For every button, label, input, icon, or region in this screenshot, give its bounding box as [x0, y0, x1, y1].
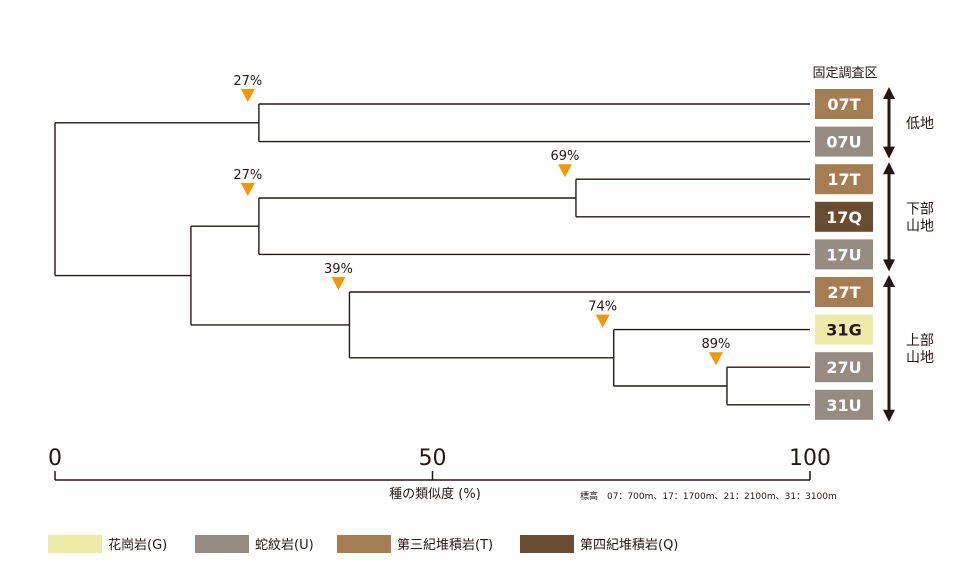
- similarity-axis: 0 50 100: [48, 446, 831, 481]
- zone-label: 上部: [906, 333, 934, 349]
- zone-label: 低地: [906, 116, 934, 132]
- leaf-box: [815, 89, 873, 119]
- leaf-label: 17T: [827, 170, 860, 189]
- zone-arrow-head-up: [883, 87, 895, 99]
- similarity-label: 27%: [233, 74, 262, 89]
- leaf-07t: 07T: [815, 89, 873, 119]
- leaf-27u: 27U: [815, 352, 873, 383]
- leaf-box: [815, 352, 873, 383]
- legend-item: 花崗岩(G): [48, 535, 167, 553]
- similarity-label: 39%: [324, 262, 353, 277]
- leaf-box: [815, 389, 873, 420]
- legend-swatch: [337, 535, 391, 553]
- similarity-marker: [331, 277, 346, 290]
- zone-arrow-head-up: [883, 162, 895, 175]
- zone-label: 下部: [906, 201, 934, 217]
- altitude-note: 標高 07：700m、17：1700m、21：2100m、31：3100m: [580, 490, 837, 502]
- leaf-label: 31U: [826, 396, 861, 415]
- leaf-box: [815, 126, 873, 157]
- leaf-label: 17Q: [826, 208, 862, 227]
- leaf-labels: 07T 07U 17T 17Q 17U 27T 31G 27U 31U: [815, 89, 873, 420]
- zone-arrow-head-down: [883, 146, 895, 159]
- similarity-markers: 89% 74% 39% 69% 27% 27%: [233, 74, 730, 366]
- legend-item: 第四紀堆積岩(Q): [520, 535, 678, 553]
- legend-swatch: [520, 535, 574, 553]
- similarity-marker: [708, 352, 723, 366]
- similarity-label: 69%: [550, 149, 579, 164]
- zone-label: 山地: [906, 218, 934, 234]
- leaf-label: 07U: [826, 133, 861, 152]
- zone-label: 山地: [906, 350, 934, 366]
- legend-label: 蛇紋岩(U): [255, 538, 314, 553]
- legend-label: 花崗岩(G): [108, 537, 167, 553]
- zone-arrow-head-down: [883, 409, 895, 422]
- leaf-label: 31G: [826, 321, 861, 340]
- axis-tick-label: 100: [789, 446, 831, 471]
- leaf-label: 07T: [827, 95, 860, 114]
- leaf-box: [815, 164, 873, 195]
- axis-label: 種の類似度 (%): [389, 486, 481, 502]
- similarity-marker: [240, 183, 255, 196]
- legend-swatch: [48, 535, 102, 553]
- legend-label: 第三紀堆積岩(T): [397, 538, 493, 553]
- legend: 花崗岩(G) 蛇紋岩(U) 第三紀堆積岩(T) 第四紀堆積岩(Q): [48, 535, 678, 553]
- leaf-17u: 17U: [815, 239, 873, 270]
- leaf-31g: 31G: [815, 314, 873, 345]
- similarity-marker: [595, 314, 610, 328]
- zone-arrow-head-up: [883, 275, 895, 287]
- leaf-31u: 31U: [815, 389, 873, 420]
- legend-label: 第四紀堆積岩(Q): [580, 538, 678, 553]
- leaf-label: 27U: [826, 358, 861, 377]
- leaf-27t: 27T: [815, 277, 873, 307]
- leaf-17t: 17T: [815, 164, 873, 195]
- leaf-box: [815, 239, 873, 270]
- leaf-17q: 17Q: [815, 201, 873, 232]
- plot-group-title: 固定調査区: [812, 66, 877, 81]
- zone-arrow-head-down: [883, 259, 895, 272]
- similarity-marker: [240, 89, 255, 102]
- leaf-07u: 07U: [815, 126, 873, 157]
- leaf-label: 17U: [826, 245, 861, 264]
- leaf-label: 27T: [827, 283, 860, 302]
- zone-1: 低地: [883, 87, 934, 159]
- legend-swatch: [195, 535, 249, 553]
- axis-tick-label: 50: [419, 446, 447, 471]
- legend-item: 第三紀堆積岩(T): [337, 535, 493, 553]
- similarity-label: 27%: [233, 168, 262, 183]
- leaf-box: [815, 277, 873, 307]
- similarity-marker: [557, 164, 572, 178]
- similarity-label: 74%: [588, 300, 617, 315]
- leaf-box: [815, 201, 873, 232]
- leaf-box: [815, 314, 873, 345]
- axis-tick-label: 0: [48, 446, 62, 471]
- legend-item: 蛇紋岩(U): [195, 535, 314, 553]
- dendrogram-branches: [54, 103, 810, 406]
- similarity-label: 89%: [701, 337, 730, 352]
